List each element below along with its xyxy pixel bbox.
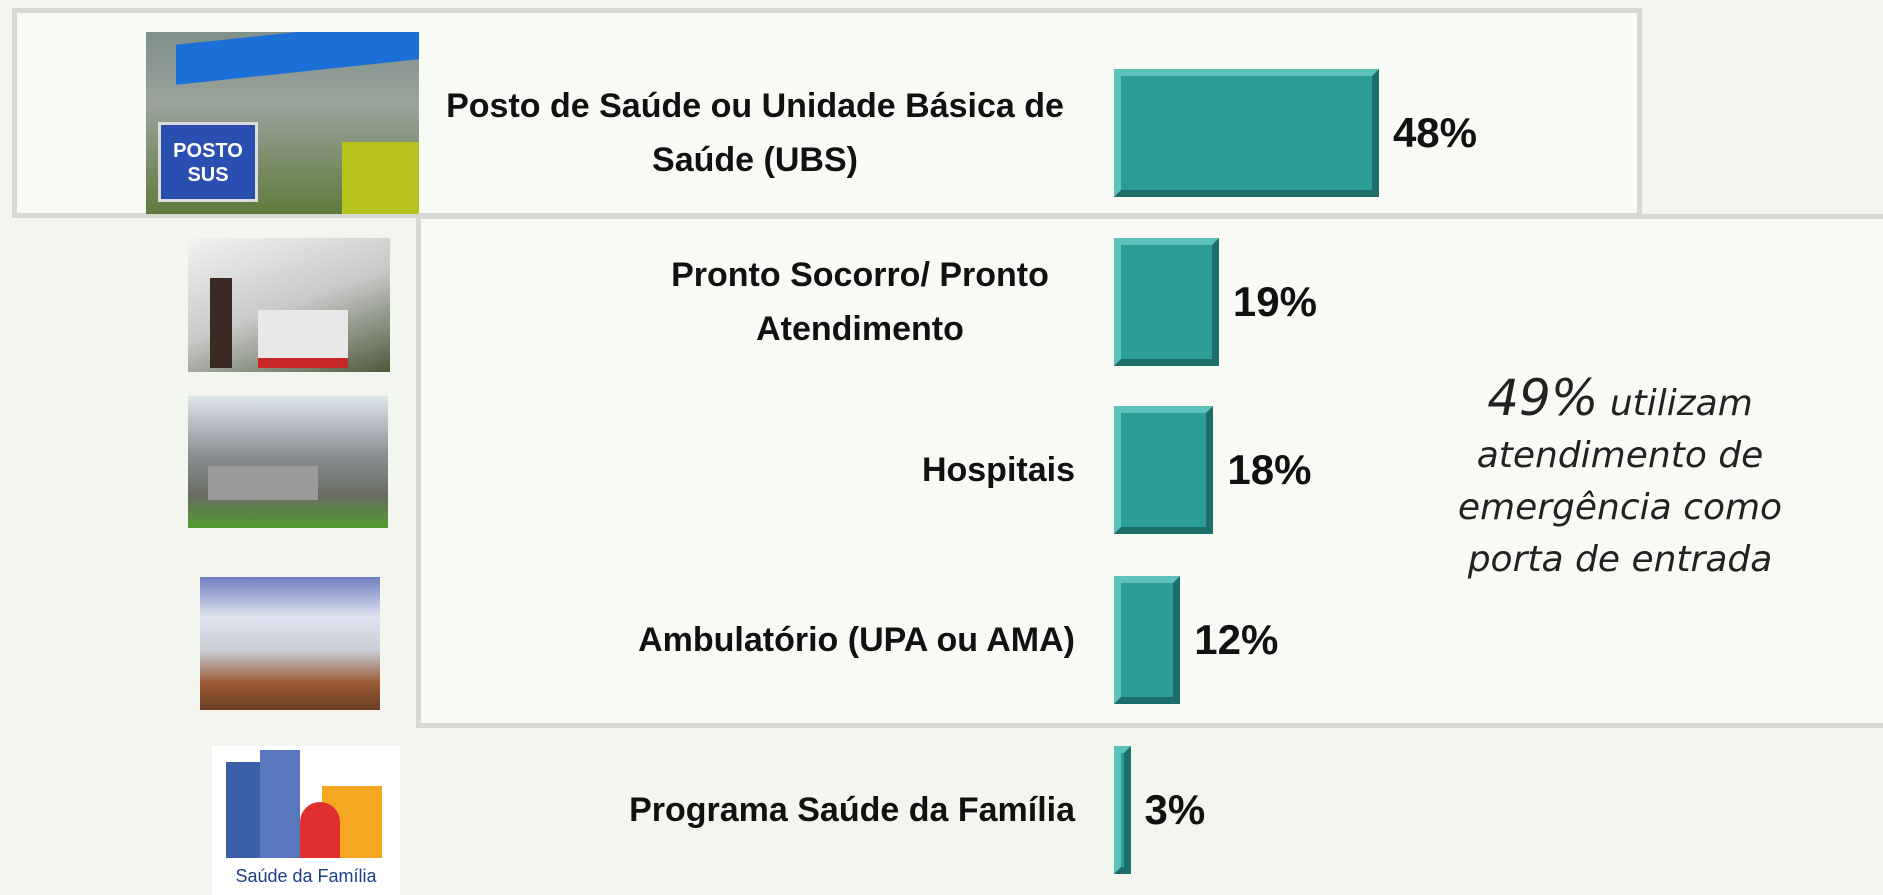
- value-label: 19%: [1233, 278, 1317, 326]
- bar: [1114, 746, 1131, 874]
- category-label-box: Pronto Socorro/ Pronto Atendimento: [300, 242, 1075, 362]
- annotation-line: porta de entrada: [1440, 534, 1800, 586]
- category-label: Pronto Socorro/ Pronto Atendimento: [645, 248, 1075, 356]
- page: POSTO SUS Saúde da Família 49% utilizam …: [0, 0, 1883, 895]
- bar: [1114, 69, 1379, 197]
- category-label: Posto de Saúde ou Unidade Básica de Saúd…: [435, 79, 1075, 187]
- person: [210, 278, 232, 368]
- annotation-line: atendimento de: [1440, 430, 1800, 482]
- bar: [1114, 238, 1219, 366]
- sign: POSTO SUS: [158, 122, 258, 202]
- annotation-line: 49% utilizam: [1440, 372, 1800, 430]
- value-label: 3%: [1145, 786, 1206, 834]
- sign-text: SUS: [161, 163, 255, 187]
- annotation-line: emergência como: [1440, 482, 1800, 534]
- annotation-text: utilizam: [1610, 383, 1753, 424]
- annotation-emphasis: 49%: [1487, 369, 1598, 427]
- bar: [1114, 576, 1180, 704]
- sign-text: POSTO: [161, 139, 255, 163]
- value-label: 48%: [1393, 109, 1477, 157]
- category-label: Hospitais: [922, 443, 1075, 497]
- category-label-box: Programa Saúde da Família: [300, 750, 1075, 870]
- bar: [1114, 406, 1213, 534]
- logo-building: [226, 762, 262, 858]
- value-label: 12%: [1194, 616, 1278, 664]
- annotation: 49% utilizam atendimento de emergência c…: [1440, 372, 1800, 586]
- category-label: Ambulatório (UPA ou AMA): [638, 613, 1075, 667]
- category-label: Programa Saúde da Família: [629, 783, 1075, 837]
- value-label: 18%: [1227, 446, 1311, 494]
- logo-building: [260, 750, 300, 858]
- category-label-box: Posto de Saúde ou Unidade Básica de Saúd…: [300, 73, 1075, 193]
- category-label-box: Ambulatório (UPA ou AMA): [300, 580, 1075, 700]
- category-label-box: Hospitais: [300, 410, 1075, 530]
